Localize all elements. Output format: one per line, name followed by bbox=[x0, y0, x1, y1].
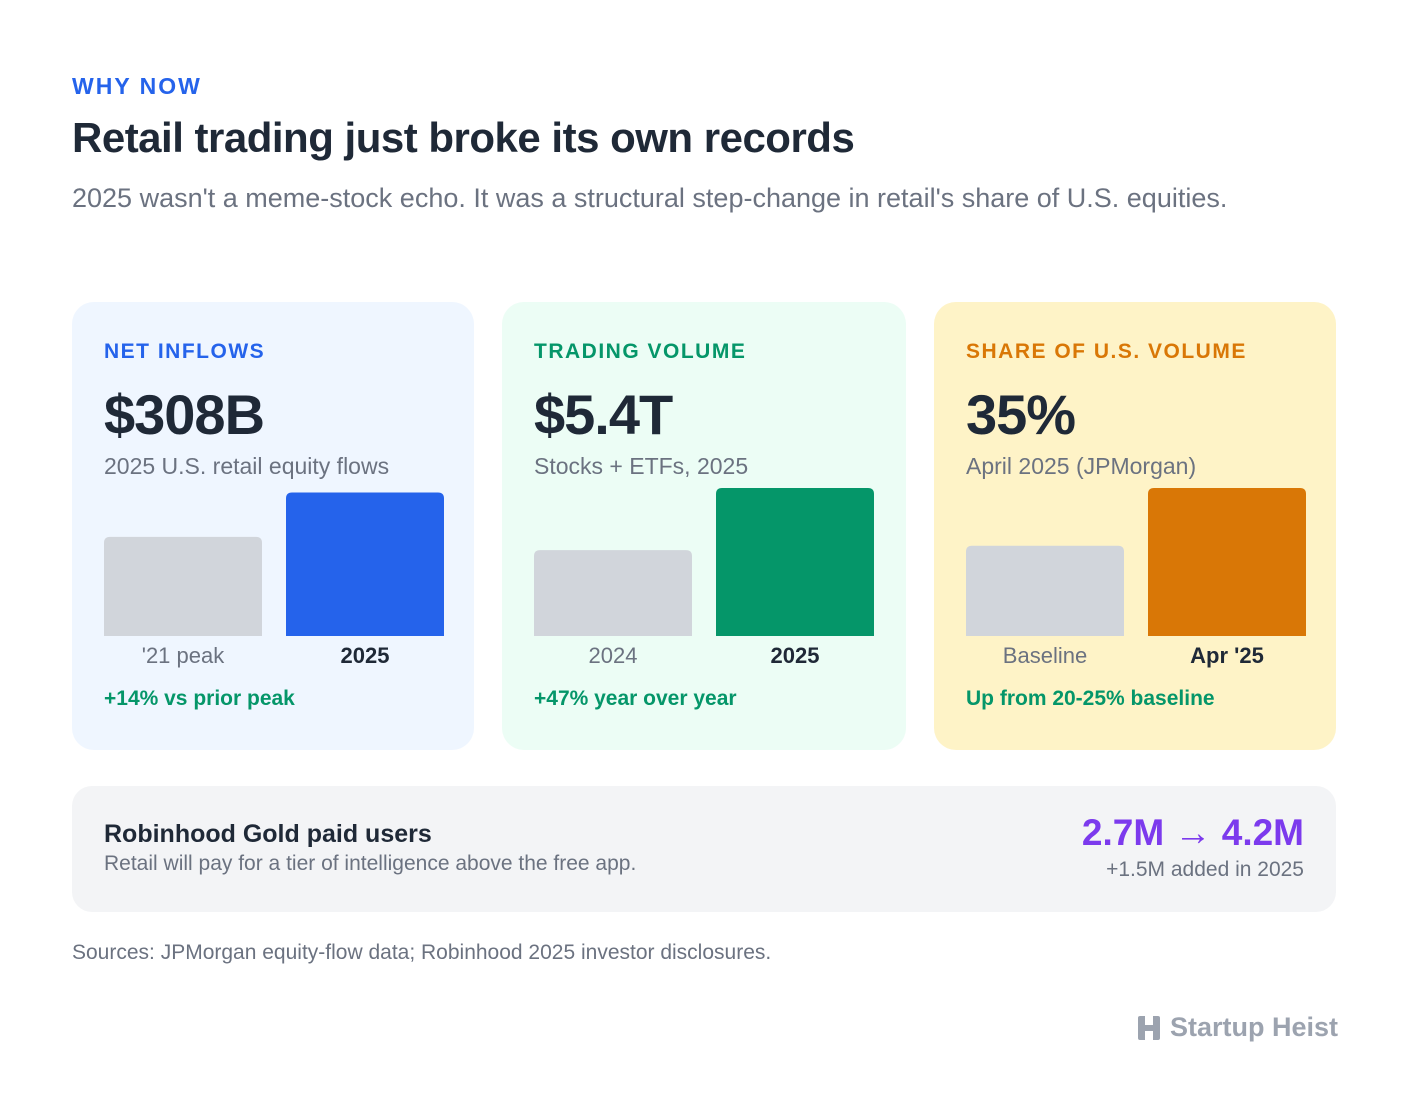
bar bbox=[286, 492, 444, 636]
mini-chart bbox=[534, 488, 874, 636]
highlight-box: Robinhood Gold paid users Retail will pa… bbox=[72, 786, 1336, 912]
category-label: '21 peak bbox=[141, 643, 225, 668]
highlight-value: 2.7M → 4.2M bbox=[1081, 812, 1304, 853]
card-label: TRADING VOLUME bbox=[534, 340, 747, 363]
subtitle: 2025 wasn't a meme-stock echo. It was a … bbox=[72, 183, 1228, 213]
bar bbox=[1148, 488, 1306, 636]
stat-card: SHARE OF U.S. VOLUME 35% April 2025 (JPMor… bbox=[934, 302, 1336, 750]
card-note: Up from 20-25% baseline bbox=[966, 687, 1215, 710]
card-caption: 2025 U.S. retail equity flows bbox=[104, 453, 390, 479]
title: Retail trading just broke its own record… bbox=[72, 114, 855, 161]
card-caption: April 2025 (JPMorgan) bbox=[966, 453, 1197, 479]
stat-card: TRADING VOLUME $5.4T Stocks + ETFs, 2025 20… bbox=[502, 302, 906, 750]
card-note: +14% vs prior peak bbox=[104, 687, 295, 710]
bar bbox=[534, 550, 692, 636]
mini-chart bbox=[104, 492, 444, 636]
eyebrow: WHY NOW bbox=[72, 73, 202, 99]
card-label: SHARE OF U.S. VOLUME bbox=[966, 340, 1247, 363]
category-label: 2025 bbox=[340, 643, 390, 668]
brand-name: Startup Heist bbox=[1169, 1012, 1338, 1042]
brand-icon bbox=[1137, 1015, 1160, 1040]
card-value: $5.4T bbox=[534, 383, 673, 446]
card-caption: Stocks + ETFs, 2025 bbox=[534, 453, 749, 479]
bar bbox=[966, 545, 1124, 636]
category-label: Baseline bbox=[1002, 643, 1088, 668]
highlight-title: Robinhood Gold paid users bbox=[104, 820, 432, 848]
category-label: 2025 bbox=[770, 643, 820, 668]
mini-chart bbox=[966, 488, 1306, 636]
category-label: Apr '25 bbox=[1190, 643, 1264, 668]
stat-card: NET INFLOWS $308B 2025 U.S. retail equity … bbox=[72, 302, 474, 750]
card-value: $308B bbox=[104, 383, 265, 446]
category-label: 2024 bbox=[588, 643, 638, 668]
highlight-detail: +1.5M added in 2025 bbox=[1106, 858, 1304, 881]
bar bbox=[104, 536, 262, 636]
highlight-subtitle: Retail will pay for a tier of intelligen… bbox=[104, 852, 637, 875]
bar bbox=[716, 488, 874, 636]
card-value: 35% bbox=[966, 383, 1076, 446]
sources: Sources: JPMorgan equity-flow data; Robi… bbox=[72, 941, 772, 964]
brand: Startup Heist bbox=[1136, 1012, 1338, 1043]
card-label: NET INFLOWS bbox=[104, 340, 266, 363]
card-note: +47% year over year bbox=[534, 687, 737, 710]
